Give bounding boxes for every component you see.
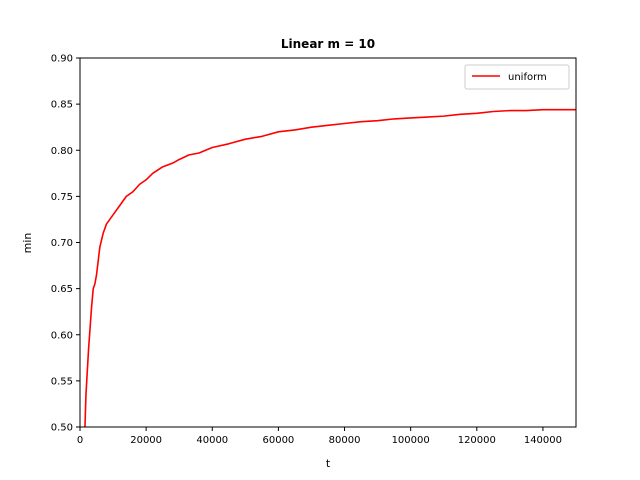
y-tick-label: 0.90 [51,54,73,65]
y-axis-label: min [21,233,34,254]
x-tick-label: 100000 [392,435,430,446]
x-tick-label: 80000 [329,435,361,446]
y-tick-label: 0.75 [51,192,73,203]
legend: uniform [464,64,570,90]
x-tick-label: 40000 [196,435,228,446]
x-tick-label: 60000 [262,435,294,446]
chart-title: Linear m = 10 [281,37,375,51]
axes: 0 20000 40000 60000 80000 100000 120000 140000 0… [51,54,577,446]
x-tick-label: 140000 [524,435,562,446]
legend-label-uniform: uniform [508,72,547,83]
y-tick-label: 0.65 [51,284,73,295]
y-tick-label: 0.80 [51,146,73,157]
y-tick-label: 0.55 [51,376,73,387]
y-tick-label: 0.60 [51,330,73,341]
axes-frame [79,57,577,428]
x-tick-label: 120000 [458,435,496,446]
plot-area [84,108,576,427]
x-tick-label: 20000 [130,435,162,446]
y-tick-label: 0.85 [51,100,73,111]
series-line-uniform [84,108,576,427]
legend-box [464,64,570,90]
y-tick-label: 0.50 [51,423,73,434]
y-tick-label: 0.70 [51,238,73,249]
x-axis-label: t [326,457,331,470]
x-tick-label: 0 [77,435,83,446]
